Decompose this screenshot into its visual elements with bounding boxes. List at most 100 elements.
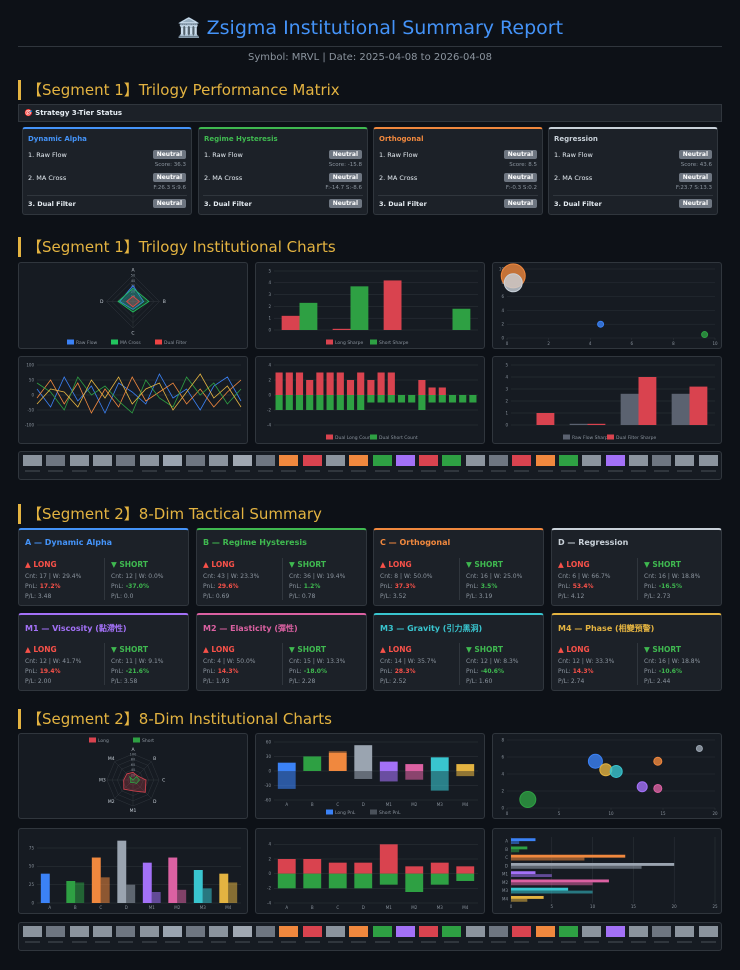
chart-panel: -4 -2 0 2 4 A B C D M1 M2 M3 M4	[255, 828, 485, 914]
bar	[126, 884, 136, 903]
tile-caption	[48, 470, 64, 472]
y-tick-label: M2	[502, 880, 508, 885]
tile	[372, 926, 392, 937]
pl-text: P/L: 2.44	[644, 678, 671, 685]
x-tick-label: 4	[589, 341, 592, 346]
radar-axis-label: C	[162, 778, 165, 784]
row-label: 1. Raw Flow	[379, 151, 418, 159]
y-tick-label: 100	[26, 362, 34, 367]
y-tick-label: 2	[501, 322, 504, 327]
pnl-label: PnL:	[644, 668, 657, 675]
tile-strip	[18, 451, 722, 480]
y-tick-label: M4	[502, 896, 508, 901]
bar	[75, 882, 85, 903]
y-tick-label: 1	[268, 316, 271, 321]
bar	[430, 757, 449, 771]
x-tick-label: 20	[712, 811, 718, 816]
column-divider	[104, 558, 105, 600]
legend-swatch	[326, 809, 333, 815]
tile	[325, 455, 345, 466]
tile-caption	[327, 941, 343, 943]
bubble	[587, 753, 603, 769]
y-tick-label: 4	[501, 308, 504, 313]
tile	[279, 926, 299, 937]
tile	[209, 926, 229, 937]
bar	[219, 873, 229, 903]
pl-text: P/L: 4.12	[558, 593, 585, 600]
pnl-row: PnL: 14.3%	[558, 668, 594, 675]
bar	[275, 372, 283, 395]
tile-caption	[258, 470, 273, 472]
row-label: 2. MA Cross	[554, 174, 593, 182]
tile	[512, 926, 532, 937]
y-tick-label: 0	[268, 871, 271, 876]
tile-caption	[467, 470, 483, 472]
bar	[511, 887, 569, 891]
x-tick-label: 0	[506, 341, 509, 346]
x-tick-label: 25	[712, 904, 718, 909]
x-tick-label: 0	[510, 904, 513, 909]
bar	[100, 877, 110, 903]
tile-caption	[374, 470, 390, 472]
y-tick-label: D	[505, 863, 508, 868]
bar	[328, 752, 347, 771]
bar	[405, 771, 424, 780]
y-tick-label: 2	[505, 398, 508, 403]
pnl-row: PnL: -10.6%	[644, 668, 682, 675]
card-title: M3 — Gravity (引力黑洞)	[380, 624, 483, 633]
tactical-card: M4 — Phase (相變預警) ▲ LONG Cnt: 12 | W: 33.3…	[551, 613, 722, 691]
legend-label: Long	[98, 738, 109, 744]
bar	[408, 395, 416, 403]
legend-swatch	[370, 339, 377, 345]
x-tick-label: D	[125, 905, 128, 910]
tile	[116, 455, 136, 466]
pnl-value: 1.2%	[303, 583, 321, 590]
bar	[438, 395, 446, 403]
bar	[367, 380, 375, 395]
x-tick-label: M3	[200, 905, 206, 910]
bar	[383, 280, 402, 330]
radar-axis-label: B	[163, 299, 166, 305]
pnl-value: 19.4%	[39, 668, 61, 675]
status-badge: Neutral	[678, 173, 712, 182]
pnl-row: PnL: 29.6%	[203, 583, 239, 590]
tile	[46, 926, 66, 937]
tile-caption	[211, 470, 227, 472]
status-badge: Neutral	[678, 199, 712, 208]
pnl-value: -40.6%	[480, 668, 504, 675]
y-tick-label: -2	[267, 886, 271, 891]
bar	[511, 846, 528, 850]
status-badge: Neutral	[152, 150, 186, 159]
radar-axis-label: A	[131, 268, 135, 274]
row-detail: Score: 36.3	[154, 162, 186, 168]
side-label: ▼ SHORT	[466, 645, 503, 654]
bar	[350, 286, 369, 330]
count-text: Cnt: 8 | W: 50.0%	[380, 573, 433, 580]
x-tick-label: 5	[551, 904, 554, 909]
legend-swatch	[563, 434, 570, 440]
bar	[456, 873, 475, 881]
bar	[430, 771, 449, 791]
pnl-row: PnL: 1.2%	[289, 583, 320, 590]
bar	[452, 308, 471, 330]
legend-swatch	[607, 434, 614, 440]
legend-label: Short	[142, 738, 154, 744]
y-tick-label: 4	[268, 842, 271, 847]
tactical-card: M3 — Gravity (引力黑洞) ▲ LONG Cnt: 14 | W: 35…	[373, 613, 544, 691]
bar	[326, 395, 334, 410]
pl-text: P/L: 1.93	[203, 678, 230, 685]
bar	[456, 771, 475, 777]
card-title: M4 — Phase (相變預警)	[558, 624, 655, 633]
side-label: ▲ LONG	[25, 645, 57, 654]
bar	[379, 873, 398, 885]
x-tick-label: C	[336, 905, 339, 910]
x-tick-label: A	[285, 905, 288, 910]
bar	[511, 879, 609, 883]
tile-caption	[560, 941, 576, 943]
bar	[418, 380, 426, 395]
pnl-value: 14.3%	[217, 668, 239, 675]
y-tick-label: B	[505, 847, 508, 852]
y-tick-label: -50	[27, 407, 34, 412]
tile	[139, 926, 159, 937]
tactical-card: M1 — Viscosity (黏滯性) ▲ LONG Cnt: 12 | W: 4…	[18, 613, 189, 691]
